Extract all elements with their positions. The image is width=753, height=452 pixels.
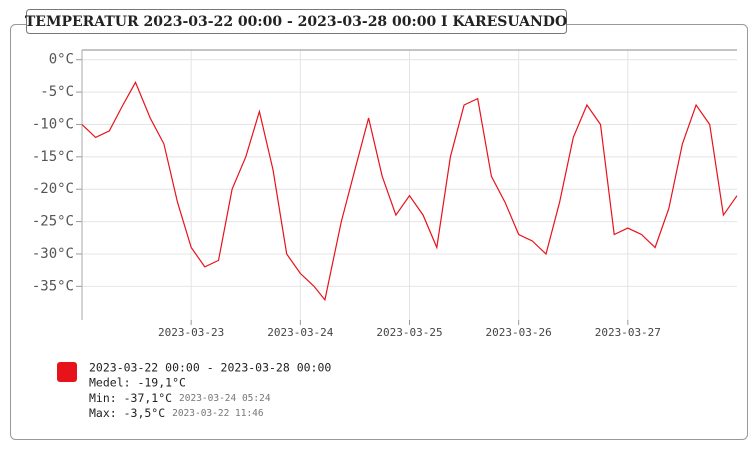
max-label: Max: -3,5°C [89, 406, 165, 420]
title-box [26, 9, 567, 34]
min-label: Min: -37,1°C [89, 391, 172, 405]
min-time: 2023-03-24 05:24 [179, 393, 271, 404]
max-stat: Max: -3,5°C 2023-03-22 11:46 [89, 406, 264, 420]
plot: 0°C -5°C -10°C -15°C -20°C -25°C -30°C -35°C 202… [32, 49, 738, 339]
line-series [81, 81, 738, 302]
x-tick-label: 2023-03-27 [595, 326, 661, 339]
y-tick-label: 0°C [49, 52, 74, 68]
y-tick-label: -30°C [32, 246, 74, 262]
y-tick-label: -20°C [32, 181, 74, 197]
y-tick-label: -15°C [32, 149, 74, 165]
y-tick-label: -25°C [32, 214, 74, 230]
mean-label: Medel: -19,1°C [89, 376, 186, 390]
y-tick-label: -10°C [32, 116, 74, 132]
min-stat: Min: -37,1°C 2023-03-24 05:24 [89, 391, 271, 405]
x-tick-label: 2023-03-24 [267, 326, 334, 339]
y-tick-label: -35°C [32, 278, 74, 294]
y-tick-label: -5°C [40, 84, 74, 100]
legend-swatch [57, 362, 77, 382]
x-tick-label: 2023-03-25 [376, 326, 442, 339]
chart-title: TEMPERATUR 2023-03-22 00:00 - 2023-03-28… [25, 14, 567, 30]
x-tick-label: 2023-03-23 [158, 326, 224, 339]
max-time: 2023-03-22 11:46 [172, 408, 264, 419]
x-tick-label: 2023-03-26 [486, 326, 552, 339]
legend-label: 2023-03-22 00:00 - 2023-03-28 00:00 [89, 361, 331, 375]
